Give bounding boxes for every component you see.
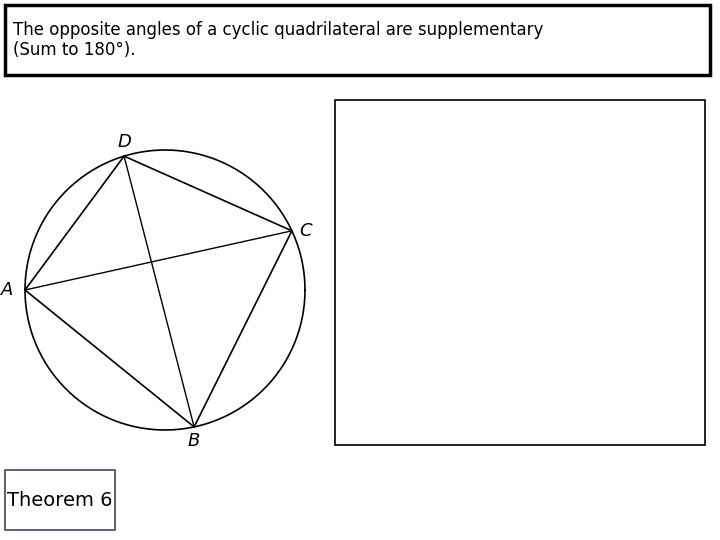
Text: The opposite angles of a cyclic quadrilateral are supplementary
(Sum to 180°).: The opposite angles of a cyclic quadrila… [13, 21, 544, 59]
Bar [5, 470, 115, 530]
Text: B: B [188, 432, 200, 450]
Text: A: A [1, 281, 13, 299]
Text: C: C [300, 222, 312, 240]
Text: Theorem 6: Theorem 6 [7, 490, 113, 510]
Bar [5, 5, 710, 75]
Bar [335, 100, 705, 445]
Text: D: D [117, 133, 131, 151]
